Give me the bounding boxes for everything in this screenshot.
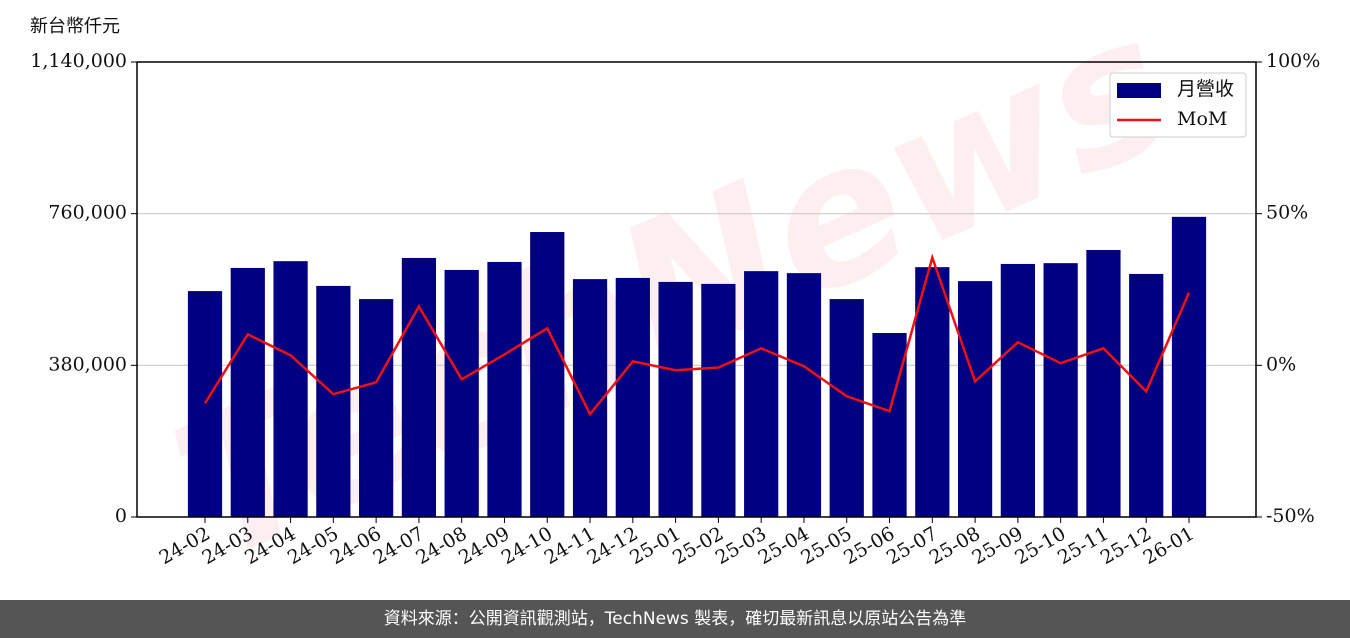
y2-tick-label: 0% (1266, 353, 1296, 375)
bar (957, 281, 993, 517)
bar (1086, 249, 1121, 517)
bar (530, 232, 565, 518)
bar (1000, 263, 1035, 517)
y2-tick-label: 100% (1266, 50, 1320, 72)
bar (915, 267, 950, 517)
bar (444, 269, 479, 517)
bar (1043, 263, 1078, 517)
plot-frame (136, 61, 1257, 518)
bar (187, 291, 223, 517)
bar (572, 279, 608, 517)
footer: 資料來源：公開資訊觀測站，TechNews 製表，確切最新訊息以原站公告為準 (0, 600, 1350, 638)
bar (658, 281, 693, 517)
y-tick-label: 380,000 (48, 353, 127, 375)
bar (872, 333, 907, 517)
bar (1129, 273, 1164, 517)
legend-label: 月營收 (1177, 78, 1234, 100)
y2-tick-label: 50% (1266, 202, 1308, 224)
y-tick-label: 1,140,000 (30, 50, 127, 72)
bar (487, 261, 522, 517)
legend-label: MoM (1177, 108, 1227, 130)
y-tick-label: 0 (115, 505, 127, 527)
y2-tick-label: -50% (1266, 505, 1315, 527)
x-tick-label: 26-01 (1140, 523, 1198, 569)
bar (359, 299, 394, 517)
bar (1171, 216, 1207, 517)
bar (701, 283, 736, 517)
mom-line (203, 253, 1191, 417)
bar (786, 273, 822, 517)
y-axis-label: 新台幣仟元 (30, 16, 120, 37)
bar (829, 299, 864, 517)
y-tick-label: 760,000 (48, 202, 127, 224)
bar (230, 267, 265, 517)
bar (615, 277, 650, 517)
bar (744, 271, 779, 517)
chart: 新台幣仟元 TechNews 0380,000760,0001,140,000-… (30, 0, 1320, 600)
legend-swatch (1117, 83, 1161, 98)
bar (401, 257, 437, 517)
bar (273, 261, 308, 517)
bar (316, 285, 351, 517)
